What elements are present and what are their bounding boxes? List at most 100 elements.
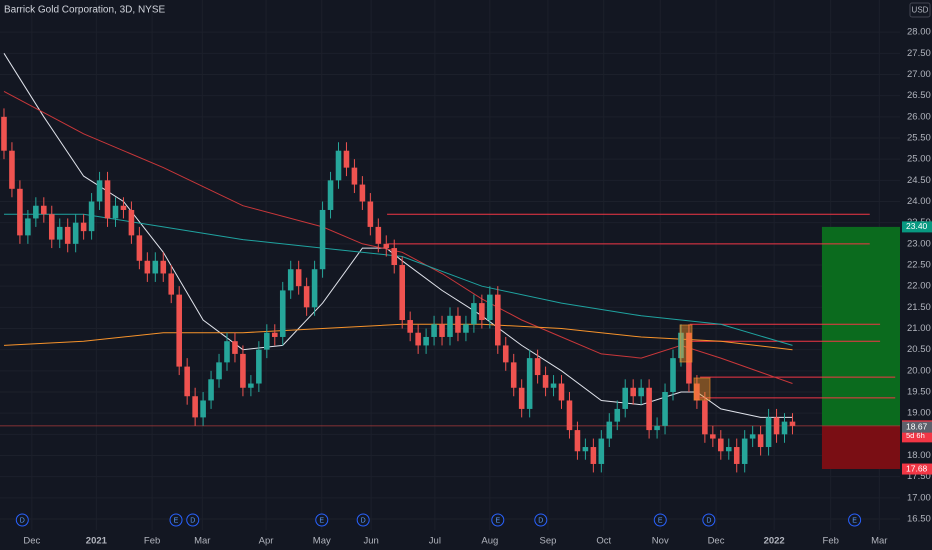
y-tick-label: 24.00: [907, 196, 931, 207]
candle-body: [160, 260, 167, 274]
candle-body: [590, 447, 597, 464]
y-tick-label: 27.50: [907, 48, 931, 59]
y-tick-label: 19.00: [907, 408, 931, 419]
candle-body: [630, 387, 636, 397]
candle-body: [415, 332, 421, 346]
candle-body: [710, 434, 716, 439]
candle-body: [479, 303, 485, 321]
price-label: 18.67: [906, 421, 928, 431]
candle-body: [80, 222, 87, 232]
candle-body: [399, 265, 405, 321]
candle-body: [694, 383, 700, 401]
event-marker[interactable]: [653, 513, 667, 527]
candle-body: [534, 358, 541, 376]
profit-zone: [821, 226, 900, 426]
candle-body: [383, 243, 390, 249]
candle-body: [574, 430, 581, 452]
candle-body: [367, 201, 374, 227]
x-tick-label: Oct: [596, 536, 611, 547]
y-tick-label: 26.00: [907, 111, 931, 122]
event-label: D: [538, 517, 543, 524]
candle-body: [773, 417, 780, 435]
x-tick-label: Jul: [429, 536, 441, 547]
event-marker[interactable]: [315, 513, 329, 527]
chart-title: Barrick Gold Corporation, 3D, NYSE: [4, 5, 166, 16]
candle-body: [407, 320, 413, 333]
candle-body: [136, 235, 143, 261]
event-marker[interactable]: [491, 513, 505, 527]
candle-body: [718, 438, 724, 452]
x-tick-label: Mar: [871, 536, 887, 547]
event-marker[interactable]: [534, 513, 548, 527]
candle-body: [248, 383, 254, 388]
candle-body: [582, 447, 589, 452]
candle-body: [256, 349, 262, 384]
candle-body: [765, 417, 772, 448]
x-tick-label: Dec: [708, 536, 725, 547]
y-tick-label: 25.50: [907, 133, 931, 144]
currency-box[interactable]: [909, 2, 931, 18]
event-label: E: [319, 517, 324, 524]
y-tick-label: 21.00: [907, 323, 931, 334]
y-tick-label: 21.50: [907, 302, 931, 313]
candle-body: [447, 315, 453, 337]
candle-body: [487, 294, 493, 321]
x-tick-label: Feb: [144, 536, 160, 547]
candle-body: [311, 269, 318, 308]
candle-body: [48, 214, 55, 240]
candle-body: [351, 167, 358, 185]
event-marker[interactable]: [848, 513, 862, 527]
y-tick-label: 27.00: [907, 69, 931, 80]
y-tick-label: 24.50: [907, 175, 931, 186]
event-label: E: [852, 517, 857, 524]
candle-body: [502, 345, 509, 363]
event-marker[interactable]: [356, 513, 370, 527]
candle-body: [439, 324, 445, 337]
y-tick-label: 17.50: [907, 471, 931, 482]
candle-body: [542, 375, 549, 388]
candle-body: [64, 226, 71, 244]
x-tick-label: Nov: [652, 536, 669, 547]
candle-body: [510, 362, 517, 388]
candle-body: [757, 434, 764, 448]
candle-body: [518, 387, 525, 409]
candle-body: [495, 294, 501, 346]
event-marker[interactable]: [186, 513, 200, 527]
y-tick-label: 23.00: [907, 238, 931, 249]
candle-body: [526, 358, 533, 409]
x-tick-label: Aug: [481, 536, 498, 547]
y-tick-label: 20.50: [907, 344, 931, 355]
x-tick-label: Mar: [194, 536, 210, 547]
candle-body: [264, 332, 270, 350]
y-tick-label: 20.00: [907, 365, 931, 376]
y-tick-label: 25.00: [907, 154, 931, 165]
currency: USD: [912, 6, 929, 15]
event-marker[interactable]: [15, 513, 29, 527]
countdown: 5d 6h: [906, 431, 925, 440]
event-label: D: [190, 517, 195, 524]
candle-body: [391, 248, 398, 265]
price-axis: [900, 0, 932, 550]
event-marker[interactable]: [169, 513, 183, 527]
candle-body: [598, 438, 605, 464]
candle-body: [455, 315, 461, 333]
candle-body: [749, 434, 756, 439]
event-marker[interactable]: [702, 513, 716, 527]
candle-body: [638, 387, 644, 397]
candle-body: [168, 273, 175, 295]
candle-body: [96, 180, 103, 202]
candle-body: [335, 150, 342, 181]
candle-body: [654, 425, 660, 431]
candle-body: [184, 366, 190, 397]
highlight-box: [679, 324, 693, 363]
y-tick-label: 22.00: [907, 281, 931, 292]
moving-average: [4, 213, 793, 346]
candle-body: [240, 353, 246, 388]
event-label: E: [495, 517, 500, 524]
candle-body: [789, 421, 796, 426]
y-tick-label: 16.50: [907, 514, 931, 525]
price-label: 17.68: [906, 463, 928, 473]
candle-body: [1, 116, 7, 151]
x-tick-label: Jun: [363, 536, 378, 547]
candle-body: [662, 391, 668, 426]
